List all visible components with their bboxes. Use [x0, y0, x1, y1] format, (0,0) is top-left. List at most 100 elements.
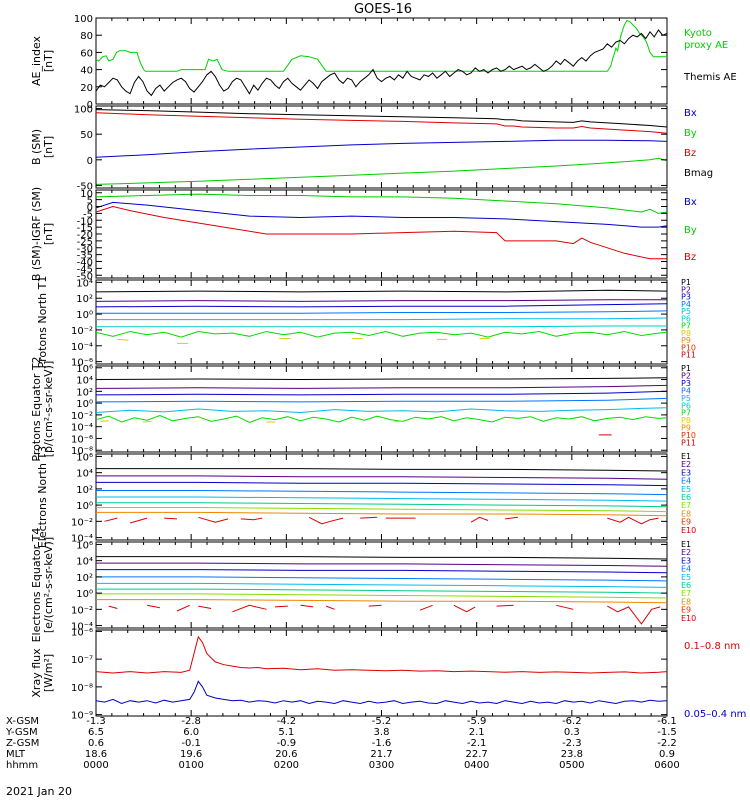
series-line-e9	[108, 605, 118, 609]
x-row-label: Y-GSM	[5, 727, 38, 738]
y-axis-label: Xray flux[W/m²]	[30, 648, 55, 698]
legend-entry: P3	[681, 379, 691, 388]
legend-entry: E5	[681, 485, 691, 494]
legend-entry: E1	[681, 452, 691, 461]
x-row-value: -2.3	[562, 738, 582, 749]
series-line-e3	[96, 569, 667, 574]
x-row-value: 0100	[178, 760, 203, 771]
x-axis-table: X-GSM -1.3 -2.8 -4.2 -5.2 -5.9 -6.2 -6.1 Y-GSM 6.…	[5, 716, 680, 771]
legend-entry: E5	[681, 573, 691, 582]
legend-entry: E4	[681, 565, 691, 574]
date-label: 2021 Jan 20	[6, 785, 72, 798]
legend-entry: E10	[681, 614, 696, 623]
series-line-0-1-0-8-nm	[96, 635, 667, 674]
y-tick-label: -35	[77, 251, 93, 262]
panel-7: 10⁶ 10⁴ 10² 10⁰ 10⁻² 10⁻⁴ Electrons Equator T4…	[30, 528, 696, 643]
series-line-0-05-0-4-nm	[96, 680, 667, 705]
y-axis-label: Electrons Equator T4[e/(cm²-s-sr-keV)]	[30, 528, 55, 643]
series-group	[96, 109, 667, 185]
legend-entry: P7	[681, 322, 691, 331]
x-row-value: 0300	[369, 760, 394, 771]
series-line-e9	[232, 604, 267, 613]
x-row-value: 19.6	[180, 749, 202, 760]
series-line-by	[96, 193, 667, 214]
y-tick-label: 10⁰	[76, 399, 93, 410]
legend-entry: 0.1–0.8 nm	[684, 641, 740, 652]
legend-entry: P9	[681, 424, 691, 433]
legend-entry: proxy AE	[684, 40, 728, 51]
legend-entry: Bz	[684, 252, 696, 263]
y-tick-label: -20	[77, 230, 93, 241]
x-row-value: -1.5	[657, 727, 677, 738]
legend-entry: E1	[681, 540, 691, 549]
x-row-value: 21.7	[370, 749, 392, 760]
series-line-e9	[147, 604, 160, 609]
x-row-value: -6.1	[657, 716, 677, 727]
legend-entry: Bx	[684, 108, 697, 119]
x-row-value: -0.9	[277, 738, 297, 749]
y-tick-label: 10⁻⁷	[71, 655, 93, 666]
legend-entry: E3	[681, 468, 691, 477]
y-tick-label: 80	[80, 31, 93, 42]
legend-entry: P7	[681, 409, 691, 418]
legend-entry: By	[684, 128, 697, 139]
y-tick-label: 10⁻²	[71, 517, 93, 528]
series-line-e1	[96, 556, 667, 560]
y-tick-label: -5	[83, 209, 93, 220]
y-tick-label: 40	[80, 66, 93, 77]
x-row-value: -4.2	[277, 716, 297, 727]
y-tick-label: 10⁻⁴	[71, 423, 93, 434]
x-row-value: 0400	[464, 760, 489, 771]
legend-entry: P9	[681, 336, 691, 345]
series-line-e2	[96, 562, 667, 567]
series-line-e9	[198, 516, 229, 523]
y-tick-label: 10⁻⁶	[71, 358, 93, 369]
panel-2: -50 0 50 100 B (SM)[nT] Bx By Bz Bmag	[30, 105, 713, 193]
y-axis-label: B (SM)-IGRF (SM)[nT]	[30, 187, 55, 281]
y-tick-label: 10⁻⁹	[71, 711, 93, 722]
series-line-e4	[96, 576, 667, 582]
legend-entry: E8	[681, 509, 691, 518]
series-line-e9	[607, 605, 661, 625]
legend-entry: E4	[681, 477, 691, 486]
series-line-e3	[96, 481, 667, 487]
series-line-e5	[96, 582, 667, 588]
legend-entry: P1	[681, 278, 691, 287]
series-line-p2	[96, 299, 667, 302]
legend-entry: P4	[681, 386, 691, 395]
y-tick-label: 10⁻²	[71, 326, 93, 337]
series-line-e9	[360, 516, 378, 519]
series-line-p7	[96, 330, 667, 338]
series-line-p6	[96, 414, 667, 424]
series-line-e9	[453, 604, 476, 613]
x-row-value: 23.8	[561, 749, 583, 760]
legend-entry: Themis AE	[683, 72, 737, 83]
series-line-e9	[164, 517, 178, 520]
x-row-label: Z-GSM	[6, 738, 39, 749]
series-line-e9	[470, 516, 489, 523]
legend-entry: P1	[681, 364, 691, 373]
series-line-p2	[96, 384, 667, 389]
legend-entry: Kyoto	[684, 28, 712, 39]
y-tick-label: 10²	[76, 573, 93, 584]
legend-entry: P5	[681, 394, 691, 403]
y-axis-label: Electrons North T3	[36, 446, 49, 548]
x-row-value: 0600	[654, 760, 679, 771]
series-line-e8	[96, 511, 667, 517]
y-tick-label: -10	[77, 216, 93, 227]
series-line-p4	[96, 397, 667, 403]
y-tick-label: 0	[87, 156, 93, 167]
x-row-value: 0000	[83, 760, 108, 771]
x-row-value: 6.0	[183, 727, 199, 738]
series-line-e9	[198, 605, 212, 609]
legend: Bx By Bz Bmag	[684, 108, 713, 179]
y-tick-label: 10²	[76, 485, 93, 496]
legend-entry: P3	[681, 293, 691, 302]
